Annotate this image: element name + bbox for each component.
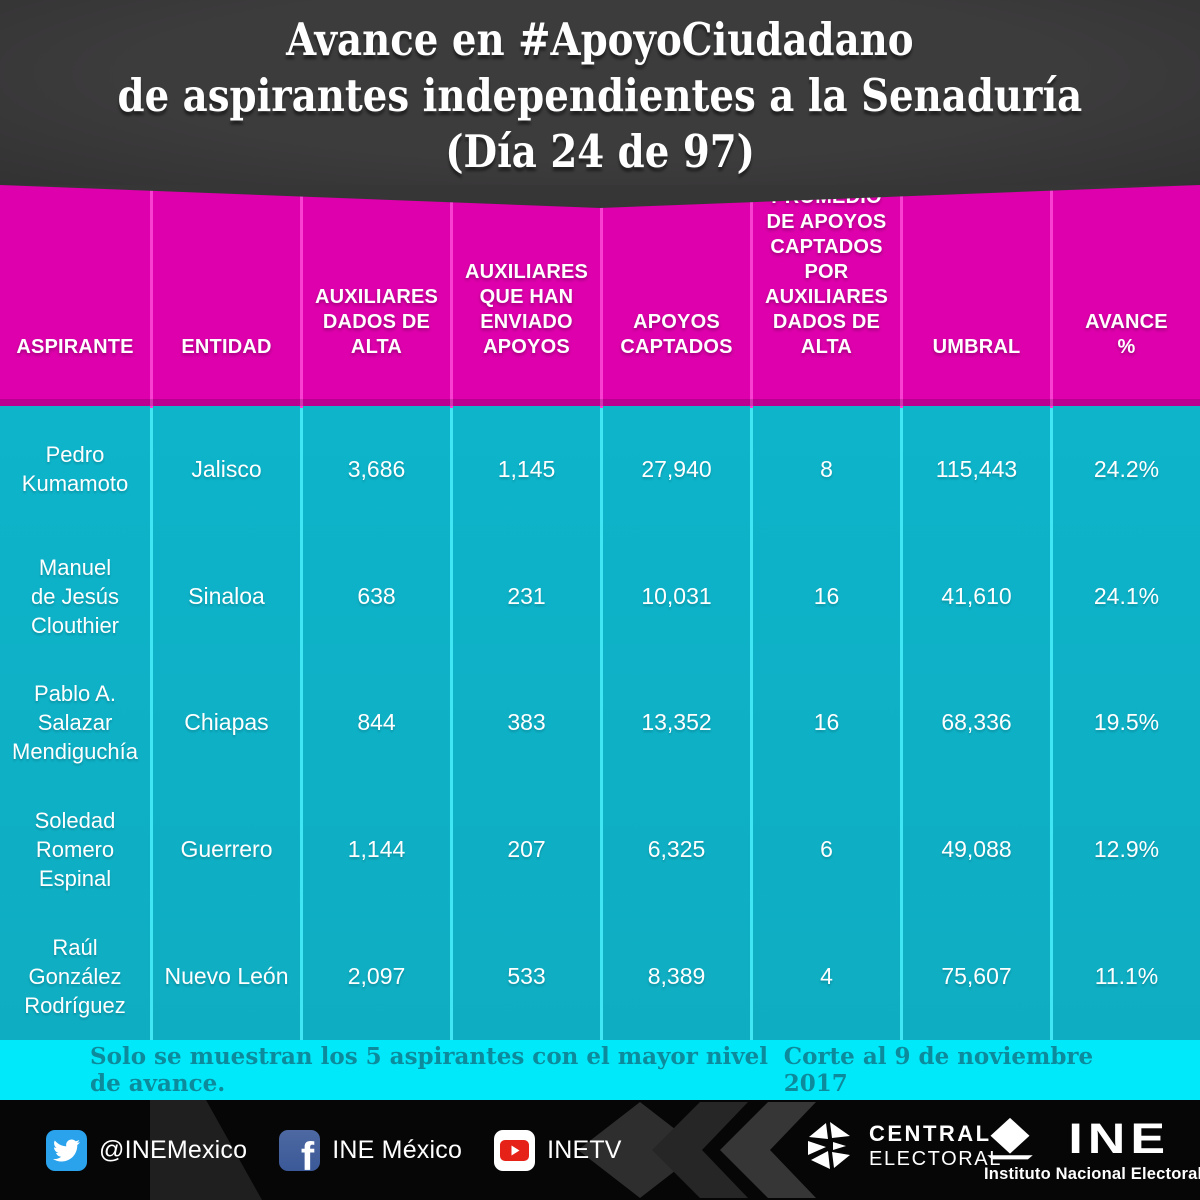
footnote-left: Solo se muestran los 5 aspirantes con el… bbox=[90, 1043, 769, 1097]
youtube-handle: INETV bbox=[547, 1135, 622, 1164]
cell-auxiliares-enviado: 231 bbox=[450, 532, 600, 660]
footnote-right: Corte al 9 de noviembre 2017 bbox=[783, 1043, 1094, 1097]
table-row-raul-gonzalez: Raúl González Rodríguez Nuevo León 2,097… bbox=[0, 913, 1200, 1040]
footnote-bar: Solo se muestran los 5 aspirantes con el… bbox=[0, 1040, 1200, 1100]
ine-acronym: INE bbox=[1068, 1115, 1170, 1163]
facebook-icon: f bbox=[279, 1129, 321, 1171]
cell-auxiliares-alta: 1,144 bbox=[300, 786, 450, 914]
cell-auxiliares-alta: 638 bbox=[300, 532, 450, 660]
cell-aspirante: Raúl González Rodríguez bbox=[24, 935, 126, 1019]
cell-promedio: 4 bbox=[750, 913, 900, 1040]
cell-apoyos-captados: 8,389 bbox=[600, 913, 750, 1040]
table-row-soledad-romero: Soledad Romero Espinal Guerrero 1,144 20… bbox=[0, 786, 1200, 914]
cell-promedio: 16 bbox=[750, 532, 900, 660]
page-title-line-1: Avance en #ApoyoCiudadano bbox=[286, 12, 914, 66]
cell-entidad: Guerrero bbox=[150, 786, 300, 914]
cell-promedio: 16 bbox=[750, 659, 900, 787]
table-body: Pedro Kumamoto Jalisco 3,686 1,145 27,94… bbox=[0, 406, 1200, 1040]
cell-aspirante: Pedro Kumamoto bbox=[21, 442, 129, 497]
ine-logo[interactable]: INE Instituto Nacional Electoral bbox=[984, 1115, 1200, 1184]
cell-umbral: 49,088 bbox=[900, 786, 1050, 914]
bottom-bar: @INEMexico f INE México INETV bbox=[0, 1100, 1200, 1200]
cell-umbral: 115,443 bbox=[900, 406, 1050, 533]
title-block: Avance en #ApoyoCiudadano de aspirantes … bbox=[0, 0, 1200, 185]
youtube-link[interactable]: INETV bbox=[494, 1129, 622, 1171]
cell-apoyos-captados: 10,031 bbox=[600, 532, 750, 660]
ine-ballot-icon bbox=[987, 1117, 1033, 1160]
central-line1: CENTRAL bbox=[869, 1121, 992, 1146]
column-header-umbral: UMBRAL bbox=[900, 185, 1050, 408]
column-header-promedio: PROMEDIO DE APOYOS CAPTADOS POR AUXILIAR… bbox=[750, 185, 900, 408]
page-title-line-3: (Día 24 de 97) bbox=[445, 124, 755, 178]
cell-aspirante: Soledad Romero Espinal bbox=[34, 808, 116, 892]
cell-apoyos-captados: 6,325 bbox=[600, 786, 750, 914]
column-header-aspirante: ASPIRANTE bbox=[16, 336, 134, 358]
twitter-link[interactable]: @INEMexico bbox=[46, 1129, 248, 1171]
decorative-chevrons bbox=[150, 1100, 816, 1200]
cell-avance: 12.9% bbox=[1050, 786, 1200, 914]
table-row-manuel-clouthier: Manuel de Jesús Clouthier Sinaloa 638 23… bbox=[0, 532, 1200, 660]
cell-auxiliares-alta: 844 bbox=[300, 659, 450, 787]
twitter-icon bbox=[46, 1129, 87, 1171]
cell-avance: 24.1% bbox=[1050, 532, 1200, 660]
central-electoral-text: CENTRAL ELECTORAL bbox=[869, 1121, 1002, 1171]
cell-avance: 19.5% bbox=[1050, 659, 1200, 787]
cell-auxiliares-alta: 2,097 bbox=[300, 913, 450, 1040]
cell-entidad: Sinaloa bbox=[150, 532, 300, 660]
youtube-icon bbox=[494, 1129, 536, 1171]
cell-umbral: 75,607 bbox=[900, 913, 1050, 1040]
facebook-link[interactable]: f INE México bbox=[279, 1129, 463, 1171]
central-electoral-logo[interactable]: CENTRAL ELECTORAL bbox=[805, 1115, 1002, 1177]
twitter-handle: @INEMexico bbox=[99, 1135, 248, 1164]
cell-auxiliares-enviado: 1,145 bbox=[450, 406, 600, 533]
cell-apoyos-captados: 27,940 bbox=[600, 406, 750, 533]
cell-aspirante: Pablo A. Salazar Mendiguchía bbox=[12, 681, 138, 765]
cell-avance: 11.1% bbox=[1050, 913, 1200, 1040]
column-header-apoyos-captados: APOYOS CAPTADOS bbox=[600, 185, 750, 408]
cell-umbral: 68,336 bbox=[900, 659, 1050, 787]
cell-entidad: Jalisco bbox=[150, 406, 300, 533]
column-header-auxiliares-enviado: AUXILIARES QUE HAN ENVIADO APOYOS bbox=[450, 185, 600, 408]
column-header-entidad: ENTIDAD bbox=[150, 185, 300, 408]
cell-promedio: 8 bbox=[750, 406, 900, 533]
cell-auxiliares-enviado: 207 bbox=[450, 786, 600, 914]
cell-auxiliares-alta: 3,686 bbox=[300, 406, 450, 533]
ine-subtitle: Instituto Nacional Electoral bbox=[984, 1165, 1200, 1183]
cell-auxiliares-enviado: 383 bbox=[450, 659, 600, 787]
cell-aspirante: Manuel de Jesús Clouthier bbox=[30, 554, 120, 638]
central-line2: ELECTORAL bbox=[869, 1148, 1002, 1170]
social-links: @INEMexico f INE México INETV bbox=[46, 1100, 622, 1200]
cell-entidad: Chiapas bbox=[150, 659, 300, 787]
table-row-pablo-salazar: Pablo A. Salazar Mendiguchía Chiapas 844… bbox=[0, 659, 1200, 787]
cell-umbral: 41,610 bbox=[900, 532, 1050, 660]
facebook-f-glyph: f bbox=[300, 1134, 315, 1171]
cell-promedio: 6 bbox=[750, 786, 900, 914]
central-electoral-icon bbox=[808, 1122, 850, 1169]
facebook-handle: INE México bbox=[332, 1135, 463, 1164]
table-header-row: ASPIRANTE ENTIDAD AUXILIARES DADOS DE AL… bbox=[0, 185, 1200, 408]
column-header-auxiliares-alta: AUXILIARES DADOS DE ALTA bbox=[300, 185, 450, 408]
cell-avance: 24.2% bbox=[1050, 406, 1200, 533]
column-header-avance: AVANCE % bbox=[1050, 185, 1200, 408]
cell-apoyos-captados: 13,352 bbox=[600, 659, 750, 787]
table-row-pedro-kumamoto: Pedro Kumamoto Jalisco 3,686 1,145 27,94… bbox=[0, 406, 1200, 533]
cell-auxiliares-enviado: 533 bbox=[450, 913, 600, 1040]
page-title-line-2: de aspirantes independientes a la Senadu… bbox=[117, 68, 1083, 122]
cell-entidad: Nuevo León bbox=[150, 913, 300, 1040]
